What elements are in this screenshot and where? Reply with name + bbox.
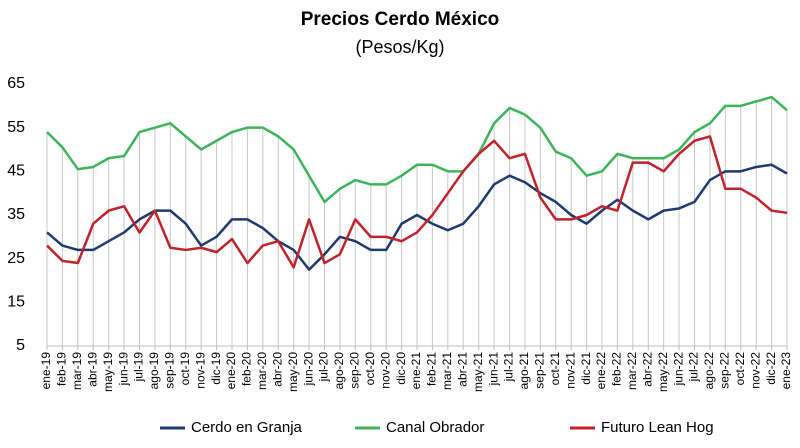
legend-label: Canal Obrador [386,419,484,436]
x-tick-label: oct-22 [733,352,747,386]
x-tick-label: jul-21 [502,352,516,383]
x-tick-label: oct-19 [178,352,192,386]
x-tick-label: abr-20 [270,352,284,387]
legend-label: Cerdo en Granja [191,419,303,436]
x-tick-label: jun-21 [486,352,500,387]
x-tick-label: mar-22 [625,352,639,390]
x-tick-label: sep-22 [718,352,732,389]
y-tick-label: 65 [7,75,25,92]
x-tick-label: ene-19 [39,352,53,390]
x-tick-label: jul-19 [132,352,146,383]
x-tick-label: ago-19 [147,352,161,390]
x-tick-label: nov-22 [748,352,762,389]
x-tick-label: ago-21 [517,352,531,390]
x-tick-label: ene-20 [224,352,238,390]
x-tick-label: mar-20 [255,352,269,390]
x-tick-label: nov-21 [563,352,577,389]
series-line [46,135,788,269]
x-tick-label: abr-22 [640,352,654,387]
x-tick-label: sep-20 [348,352,362,389]
y-tick-label: 55 [7,119,25,136]
x-tick-label: ene-22 [594,352,608,390]
x-tick-label: abr-21 [455,352,469,387]
x-tick-label: jul-22 [687,352,701,383]
x-tick-label: jun-19 [116,352,130,387]
x-tick-label: mar-19 [70,352,84,390]
x-tick-label: may-19 [101,352,115,392]
x-tick-label: ene-21 [409,352,423,390]
x-tick-label: sep-19 [163,352,177,389]
x-tick-label: dic-20 [394,352,408,385]
x-tick-label: feb-20 [240,352,254,386]
x-tick-label: abr-19 [85,352,99,387]
x-tick-label: nov-19 [193,352,207,389]
x-tick-label: may-21 [471,352,485,392]
x-tick-label: ago-22 [702,352,716,390]
x-tick-label: jul-20 [317,352,331,383]
x-tick-label: jun-22 [671,352,685,387]
x-tick-label: may-20 [286,352,300,392]
series-line [46,163,788,271]
chart-subtitle: (Pesos/Kg) [355,37,444,57]
chart-title: Precios Cerdo México [301,9,500,30]
y-tick-label: 5 [16,337,25,354]
series-line [46,95,788,204]
x-tick-label: feb-21 [425,352,439,386]
x-tick-label: jun-20 [301,352,315,387]
y-tick-label: 45 [7,163,25,180]
x-tick-label: dic-19 [209,352,223,385]
x-tick-label: dic-22 [764,352,778,385]
x-tick-label: sep-21 [533,352,547,389]
x-tick-label: mar-21 [440,352,454,390]
x-tick-label: may-22 [656,352,670,392]
y-tick-label: 35 [7,206,25,223]
x-tick-label: dic-21 [579,352,593,385]
x-tick-label: ago-20 [332,352,346,390]
x-tick-label: feb-19 [55,352,69,386]
x-tick-label: feb-22 [610,352,624,386]
y-tick-label: 25 [7,250,25,267]
y-tick-label: 15 [7,294,25,311]
x-tick-label: oct-21 [548,352,562,386]
legend-label: Futuro Lean Hog [601,419,714,436]
x-tick-label: oct-20 [363,352,377,386]
x-tick-label: ene-23 [779,352,793,390]
x-tick-label: nov-20 [378,352,392,389]
